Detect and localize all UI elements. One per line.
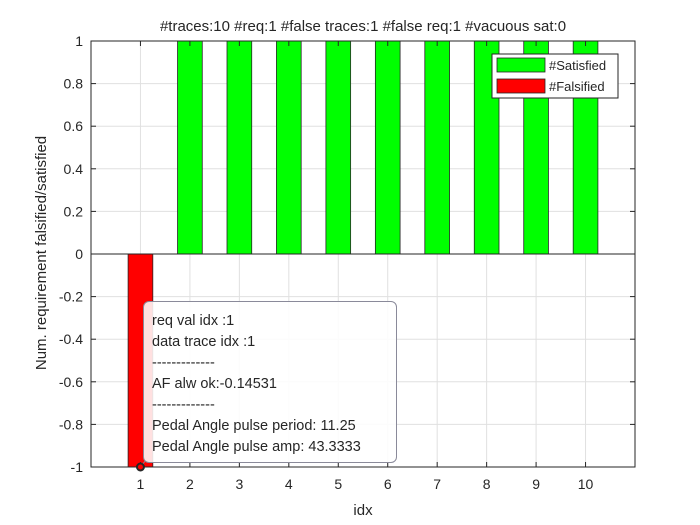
datatip-marker[interactable] (135, 462, 145, 472)
x-tick-label: 1 (137, 476, 145, 492)
bar-satisfied (424, 40, 450, 255)
datatip-line: Pedal Angle pulse amp: 43.3333 (152, 439, 361, 455)
y-tick-label: 0.2 (64, 203, 84, 219)
x-tick-label: 7 (433, 476, 441, 492)
y-axis-label: Num. requirement falsified/satisfied (33, 136, 50, 370)
bar-satisfied (374, 40, 401, 255)
y-tick-label: -0.8 (59, 416, 83, 432)
y-tick-label: 1 (75, 33, 83, 49)
x-tick-label: 10 (578, 476, 594, 492)
datatip-line: ------------- (152, 355, 215, 371)
datatip-line: data trace idx :1 (152, 334, 256, 350)
x-tick-label: 9 (532, 476, 540, 492)
x-axis-label: idx (353, 502, 373, 519)
datatip-line: AF alw ok:-0.14531 (152, 376, 277, 392)
x-tick-label: 3 (235, 476, 243, 492)
bar-satisfied (177, 40, 203, 255)
y-tick-label: -0.2 (59, 289, 83, 305)
bars (127, 40, 599, 468)
bar-satisfied (276, 40, 302, 255)
axis-ticks: 1 2 3 4 5 6 7 8 9 10 -1 -0.8 -0.6 -0.4 -0.2 0 0.2 0.4 0.6 0… (59, 33, 635, 492)
legend-label-falsified: #Falsified (549, 79, 605, 94)
y-tick-label: 0.6 (64, 118, 84, 134)
x-tick-label: 4 (285, 476, 293, 492)
x-tick-label: 8 (483, 476, 491, 492)
chart-title: #traces:10 #req:1 #false traces:1 #false… (160, 18, 566, 35)
y-tick-label: 0.4 (64, 161, 84, 177)
y-tick-label: -0.4 (59, 331, 83, 347)
datatip-line: ------------- (152, 397, 215, 413)
legend-swatch-satisfied (496, 57, 546, 73)
legend: #Satisfied #Falsified (491, 53, 619, 99)
datatip-line: req val idx :1 (152, 313, 235, 329)
y-tick-label: 0.8 (64, 76, 84, 92)
y-tick-label: 0 (75, 246, 83, 262)
datatip[interactable]: req val idx :1 data trace idx :1 -------… (143, 301, 397, 463)
x-tick-label: 5 (334, 476, 342, 492)
bar-satisfied (325, 40, 352, 255)
y-tick-label: -0.6 (59, 374, 83, 390)
y-tick-label: -1 (71, 459, 84, 475)
datatip-line: Pedal Angle pulse period: 11.25 (152, 418, 356, 434)
legend-swatch-falsified (496, 78, 546, 94)
x-tick-label: 2 (186, 476, 194, 492)
x-tick-label: 6 (384, 476, 392, 492)
bar-satisfied (226, 40, 253, 255)
legend-label-satisfied: #Satisfied (549, 58, 606, 73)
